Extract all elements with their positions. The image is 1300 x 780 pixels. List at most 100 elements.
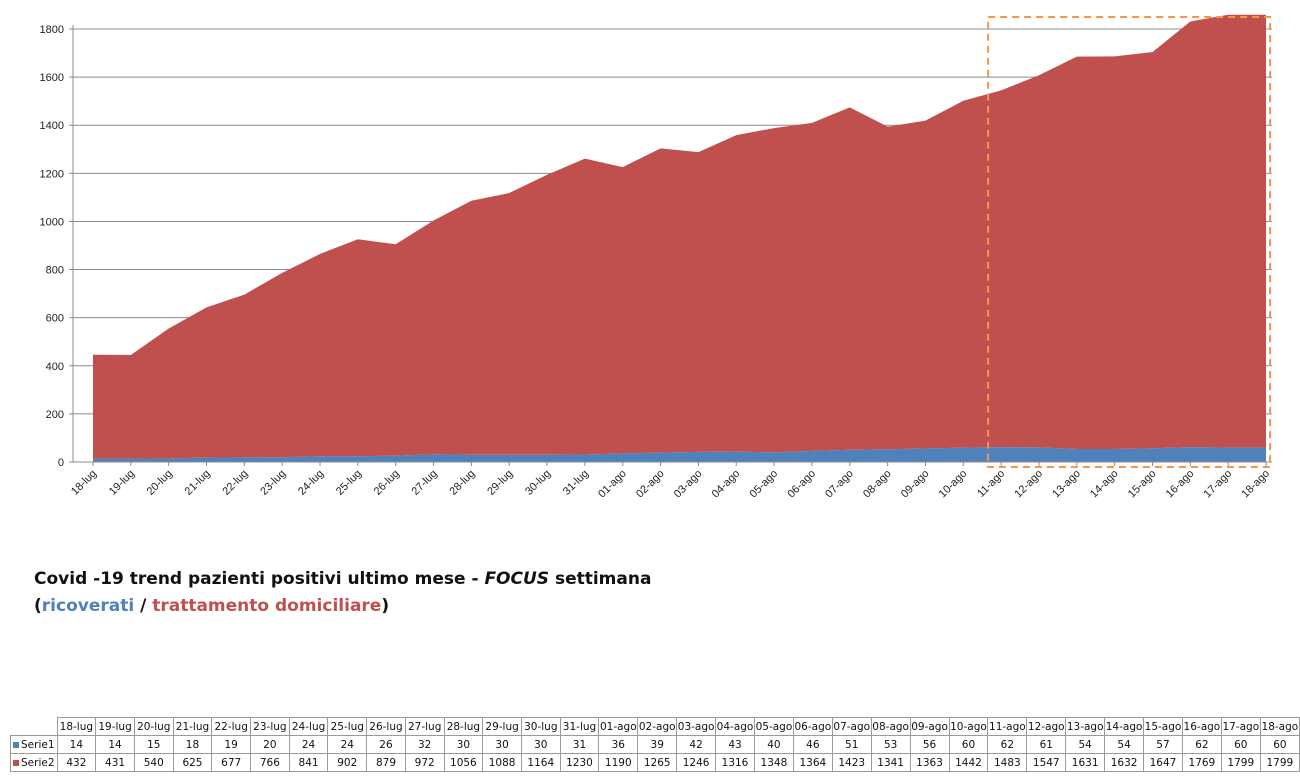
table-cell: 677 — [211, 753, 252, 772]
table-header-cell: 27-lug — [404, 717, 445, 736]
caption-focus: FOCUS — [484, 569, 550, 589]
table-cell: 30 — [482, 735, 522, 754]
table-cell: 31 — [559, 735, 600, 754]
focus-highlight-box — [987, 16, 1271, 468]
table-cell: 62 — [1181, 735, 1222, 754]
table-cell: 18 — [172, 735, 213, 754]
x-tick-label: 07-ago — [823, 468, 856, 501]
axes — [69, 25, 1272, 466]
table-cell: 1348 — [753, 753, 794, 772]
x-tick-label: 18-lug — [69, 468, 99, 498]
table-cell: 1316 — [715, 753, 755, 772]
x-tick-label: 31-lug — [561, 468, 591, 498]
x-tick-label: 11-ago — [975, 468, 1007, 500]
x-tick-label: 24-lug — [296, 468, 326, 498]
table-row-label: Serie1 — [10, 735, 58, 754]
table-cell: 14 — [56, 735, 97, 754]
y-tick-label: 1800 — [40, 24, 64, 36]
x-tick-label: 01-ago — [596, 468, 629, 501]
table-header-cell: 26-lug — [366, 717, 406, 736]
table-cell: 431 — [95, 753, 135, 772]
table-cell: 1088 — [482, 753, 522, 772]
caption-series2-label: trattamento domiciliare — [152, 596, 382, 616]
x-tick-label: 08-ago — [861, 468, 894, 501]
table-header-cell: 08-ago — [870, 717, 911, 736]
table-cell: 1632 — [1104, 753, 1145, 772]
table-cell: 625 — [172, 753, 213, 772]
area-chart: 0 200 400 600 800 1000 1200 1400 1600 1800 18-lug… — [40, 14, 1272, 501]
table-cell: 1631 — [1065, 753, 1106, 772]
caption-separator: / — [134, 596, 153, 616]
table-header-cell: 21-lug — [172, 717, 213, 736]
x-tick-label: 29-lug — [485, 468, 515, 498]
table-header-cell: 19-lug — [95, 717, 135, 736]
table-header-cell: 30-lug — [520, 717, 561, 736]
y-tick-label: 1600 — [40, 72, 64, 84]
x-tick-label: 13-ago — [1050, 468, 1083, 501]
caption-title: Covid -19 trend pazienti positivi ultimo… — [34, 569, 485, 589]
x-tick-label: 25-lug — [334, 468, 364, 498]
table-cell: 1363 — [909, 753, 950, 772]
table-cell: 43 — [715, 735, 755, 754]
table-header-cell: 12-ago — [1026, 717, 1067, 736]
table-cell: 1483 — [987, 753, 1028, 772]
table-header-cell: 10-ago — [948, 717, 989, 736]
table-cell: 60 — [1220, 735, 1261, 754]
area-serie2 — [93, 14, 1266, 459]
y-tick-label: 400 — [46, 361, 64, 373]
table-header-cell: 02-ago — [637, 717, 678, 736]
x-tick-label: 26-lug — [372, 468, 402, 498]
table-cell: 14 — [95, 735, 135, 754]
x-tick-label: 18-ago — [1239, 468, 1272, 501]
table-row-label: Serie2 — [10, 753, 58, 772]
y-tick-label: 800 — [46, 265, 64, 277]
caption-paren-close: ) — [381, 596, 390, 616]
x-tick-label: 03-ago — [672, 468, 705, 501]
table-header-cell: 13-ago — [1065, 717, 1106, 736]
y-tick-label: 0 — [58, 457, 64, 469]
table-header-cell: 04-ago — [715, 717, 755, 736]
chart-caption: Covid -19 trend pazienti positivi ultimo… — [34, 566, 651, 620]
table-cell: 30 — [443, 735, 484, 754]
table-header-cell: 31-lug — [559, 717, 600, 736]
table-cell: 53 — [870, 735, 911, 754]
table-cell: 432 — [56, 753, 97, 772]
table-header-cell: 25-lug — [327, 717, 368, 736]
table-cell: 24 — [327, 735, 368, 754]
table-cell: 1190 — [598, 753, 639, 772]
table-header-row: 18-lug 19-lug 20-lug 21-lug 22-lug 23-lug 24-l… — [10, 717, 1300, 736]
table-header-cell: 20-lug — [133, 717, 174, 736]
x-tick-label: 02-ago — [634, 468, 667, 501]
table-cell: 60 — [948, 735, 989, 754]
table-cell: 30 — [520, 735, 561, 754]
x-tick-label: 20-lug — [145, 468, 175, 498]
legend-swatch — [13, 759, 19, 766]
table-cell: 1799 — [1220, 753, 1261, 772]
table-cell: 57 — [1143, 735, 1183, 754]
table-cell: 1423 — [831, 753, 872, 772]
table-header-cell: 28-lug — [443, 717, 484, 736]
caption-title-end: settimana — [549, 569, 652, 589]
x-tick-label: 12-ago — [1012, 468, 1045, 501]
table-cell: 20 — [250, 735, 290, 754]
table-corner-cell — [10, 717, 58, 736]
table-header-cell: 09-ago — [909, 717, 950, 736]
legend-swatch — [13, 741, 19, 748]
table-header-cell: 01-ago — [598, 717, 639, 736]
table-cell: 1799 — [1259, 753, 1300, 772]
y-tick-label: 200 — [46, 409, 64, 421]
table-cell: 879 — [366, 753, 406, 772]
table-header-cell: 18-ago — [1259, 717, 1300, 736]
table-cell: 24 — [288, 735, 329, 754]
y-tick-label: 600 — [46, 313, 64, 325]
table-cell: 1230 — [559, 753, 600, 772]
table-cell: 62 — [987, 735, 1028, 754]
x-tick-label: 28-lug — [447, 468, 477, 498]
table-cell: 1341 — [870, 753, 911, 772]
table-cell: 1647 — [1143, 753, 1183, 772]
caption-series1-label: ricoverati — [41, 596, 135, 616]
table-cell: 1547 — [1026, 753, 1067, 772]
x-tick-label: 21-lug — [183, 468, 213, 498]
table-cell: 540 — [133, 753, 174, 772]
table-header-cell: 16-ago — [1181, 717, 1222, 736]
